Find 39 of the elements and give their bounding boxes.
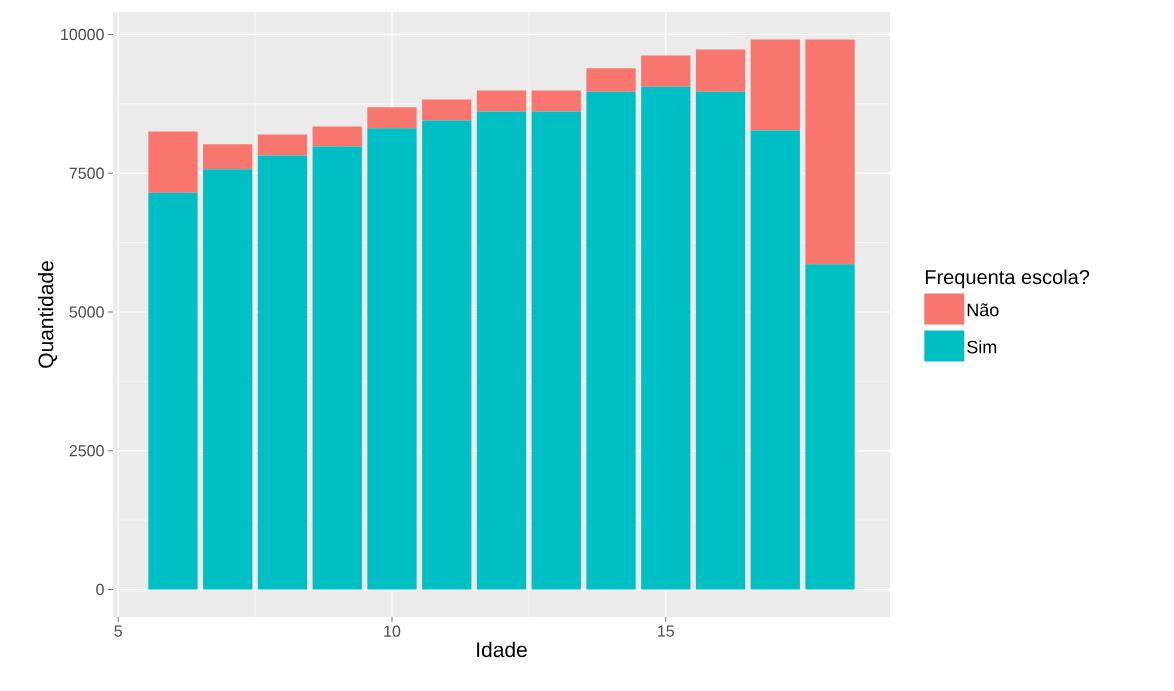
bar [805,264,855,590]
legend-label: Não [967,303,999,317]
bar [641,86,691,590]
y-tick-label: 7500 [69,167,104,179]
bar [476,111,527,590]
legend-title: Frequenta escola? [925,269,1090,289]
bar [422,99,472,121]
bar [805,39,855,265]
bar [257,155,308,590]
bar [148,131,198,193]
legend-label: Sim [967,340,997,354]
bar [641,55,691,87]
y-tick-label: 0 [96,583,104,596]
bar [367,128,417,590]
bar [312,126,362,147]
x-tick-label: 5 [114,625,122,637]
y-tick-label: 2500 [69,445,104,457]
bar [695,49,746,92]
bar [586,91,636,590]
bar [750,130,800,590]
bar [586,68,636,92]
bar [148,192,198,590]
bar [531,90,581,112]
y-tick-label: 5000 [69,306,104,318]
bar [531,111,581,590]
y-tick-label: 10000 [61,28,104,41]
x-axis-title: Idade [477,641,527,658]
x-tick-label: 15 [658,625,674,637]
bar [695,91,746,590]
bar [422,120,472,590]
y-axis-title: Quantidade [37,261,58,368]
bar [367,107,417,129]
bar [203,144,253,170]
bar [476,90,527,112]
x-tick-label: 10 [384,625,401,637]
bar [203,169,253,590]
bar [312,146,362,590]
bar [257,134,308,156]
bar [750,39,800,131]
